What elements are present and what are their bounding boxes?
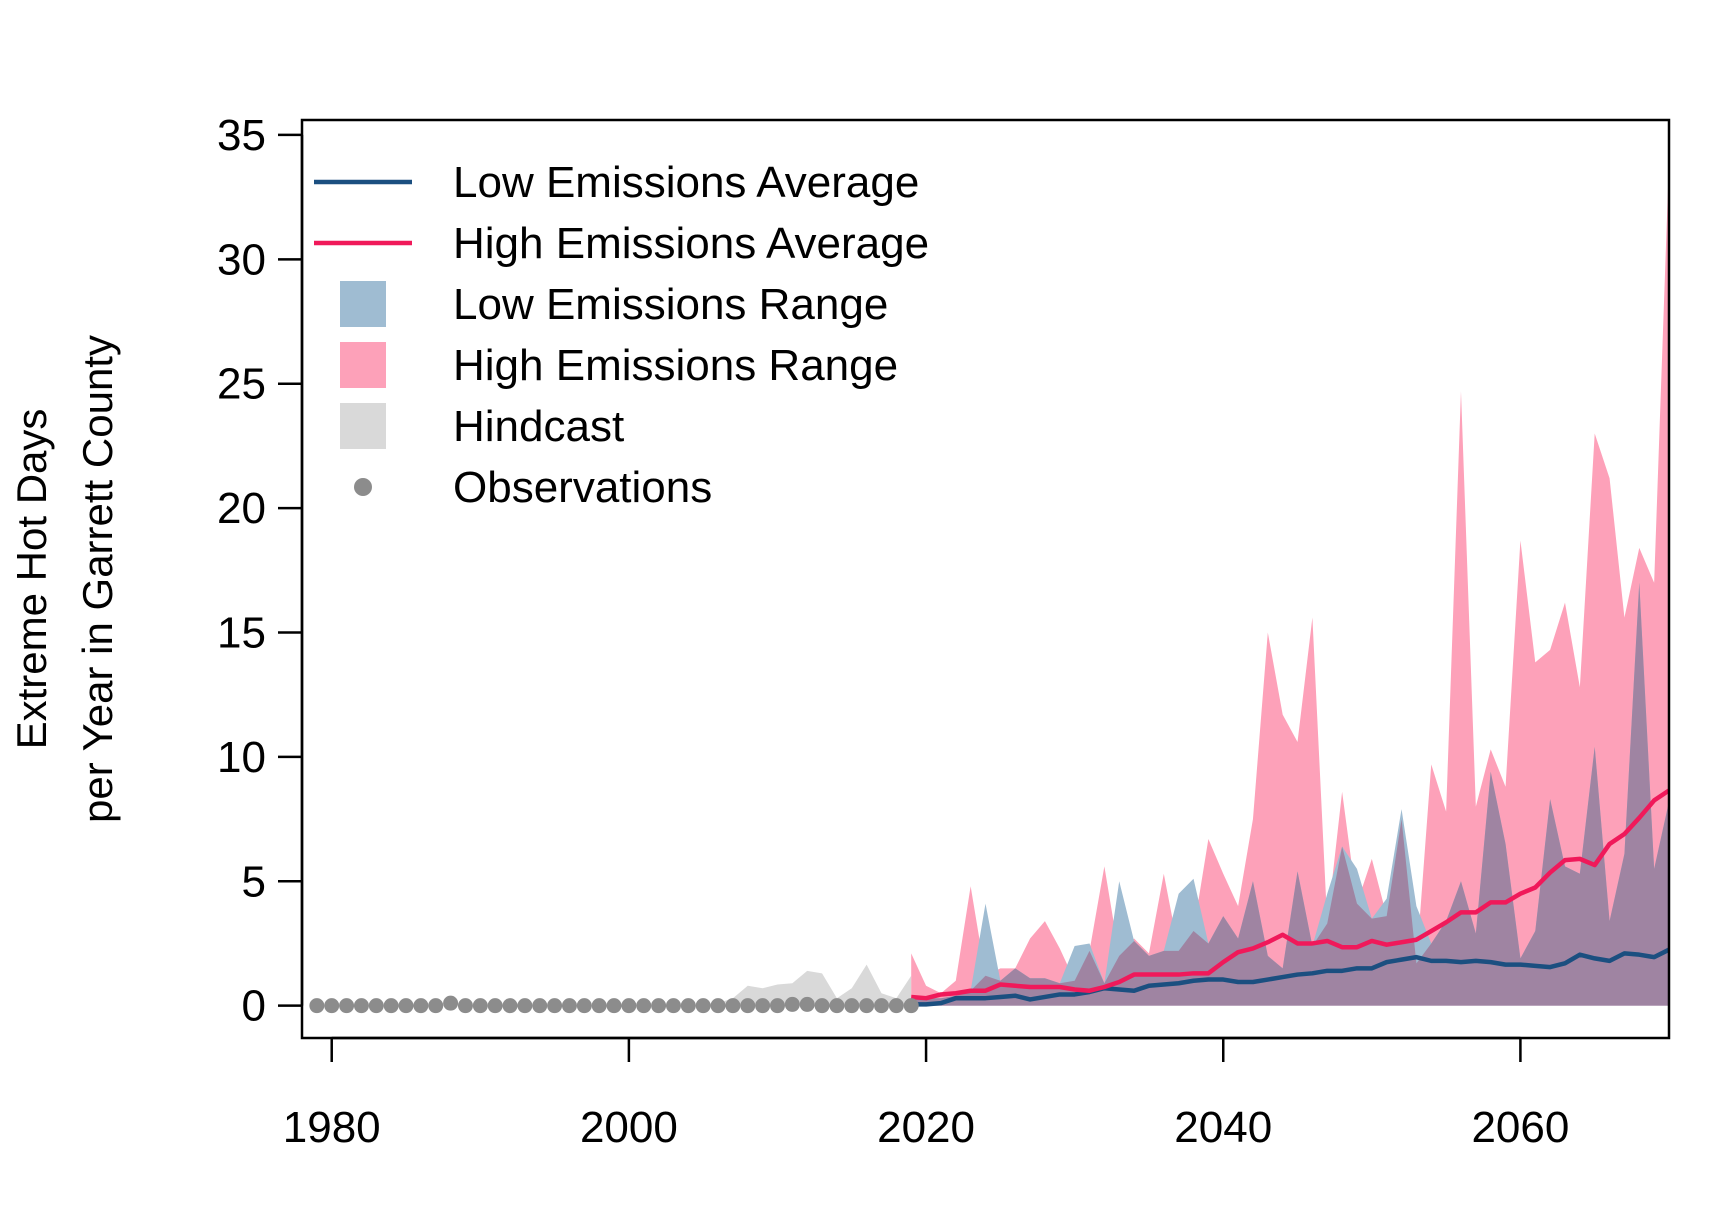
observation-point (413, 998, 429, 1014)
observation-point (561, 998, 577, 1014)
observation-point (487, 998, 503, 1014)
legend-item: Observations (354, 463, 712, 512)
y-tick-label: 10 (217, 733, 266, 782)
observation-point (591, 998, 607, 1014)
plot-area (309, 159, 1669, 1014)
observation-point (903, 998, 919, 1014)
y-tick-label: 0 (242, 982, 266, 1031)
plot-marks (316, 159, 1669, 1007)
legend-point-swatch (354, 478, 372, 496)
legend-item: Low Emissions Average (314, 158, 919, 207)
observation-point (695, 998, 711, 1014)
observation-point (324, 998, 340, 1014)
y-tick-label: 35 (217, 111, 266, 160)
legend: Low Emissions Average High Emissions Aver… (314, 158, 929, 512)
y-tick-label: 25 (217, 360, 266, 409)
legend-item: Hindcast (340, 402, 624, 451)
x-tick-label: 2020 (877, 1103, 975, 1152)
legend-patch-swatch (340, 281, 386, 327)
observation-point (606, 998, 622, 1014)
legend-label: Low Emissions Average (453, 158, 919, 207)
hindcast-area (316, 964, 912, 1006)
observation-point (576, 998, 592, 1014)
observation-point (339, 998, 355, 1014)
observation-point (532, 998, 548, 1014)
x-tick-label: 2000 (580, 1103, 678, 1152)
observation-point (621, 998, 637, 1014)
observation-point (457, 998, 473, 1014)
observation-point (636, 998, 652, 1014)
legend-patch-swatch (340, 342, 386, 388)
observation-point (651, 998, 667, 1014)
legend-patch-swatch (340, 403, 386, 449)
observation-point (710, 998, 726, 1014)
range-overlap-area (911, 582, 1669, 1006)
observation-point (547, 998, 563, 1014)
observation-point (502, 998, 518, 1014)
observation-point (472, 998, 488, 1014)
high-emissions-average-line (911, 788, 1669, 1001)
y-axis-label-line2: per Year in Garrett County (74, 335, 121, 823)
legend-label: High Emissions Average (453, 219, 929, 268)
high-emissions-range-area (911, 159, 1669, 1006)
observation-point (383, 998, 399, 1014)
y-tick-label: 5 (242, 857, 266, 906)
observation-point (309, 998, 325, 1014)
legend-label: Low Emissions Range (453, 280, 888, 329)
x-axis: 1980 2000 2020 2040 2060 (283, 1036, 1569, 1152)
y-tick-label: 20 (217, 484, 266, 533)
x-tick-label: 1980 (283, 1103, 381, 1152)
legend-item: Low Emissions Range (340, 280, 888, 329)
y-axis-label-line1: Extreme Hot Days (8, 409, 55, 750)
legend-label: Observations (453, 463, 712, 512)
observation-point (799, 996, 815, 1012)
observation-point (353, 998, 369, 1014)
legend-label: High Emissions Range (453, 341, 898, 390)
observation-point (814, 998, 830, 1014)
y-axis: 0 5 10 15 20 25 30 35 (217, 111, 304, 1031)
observation-point (517, 998, 533, 1014)
observation-point (740, 998, 756, 1014)
legend-label: Hindcast (453, 402, 624, 451)
y-tick-label: 15 (217, 608, 266, 657)
observation-point (859, 998, 875, 1014)
observation-point (888, 998, 904, 1014)
legend-item: High Emissions Average (314, 219, 929, 268)
observation-point (829, 998, 845, 1014)
observation-point (398, 998, 414, 1014)
legend-item: High Emissions Range (340, 341, 898, 390)
low-emissions-average-line (911, 947, 1669, 1007)
observation-point (725, 998, 741, 1014)
observation-point (755, 998, 771, 1014)
observation-point (844, 998, 860, 1014)
observation-point (368, 998, 384, 1014)
y-tick-label: 30 (217, 235, 266, 284)
observation-point (443, 995, 459, 1011)
observation-point (873, 998, 889, 1014)
observation-point (784, 996, 800, 1012)
x-tick-label: 2040 (1174, 1103, 1272, 1152)
observation-point (428, 998, 444, 1014)
observation-point (665, 998, 681, 1014)
observation-point (769, 998, 785, 1014)
observation-point (680, 998, 696, 1014)
x-tick-label: 2060 (1471, 1103, 1569, 1152)
